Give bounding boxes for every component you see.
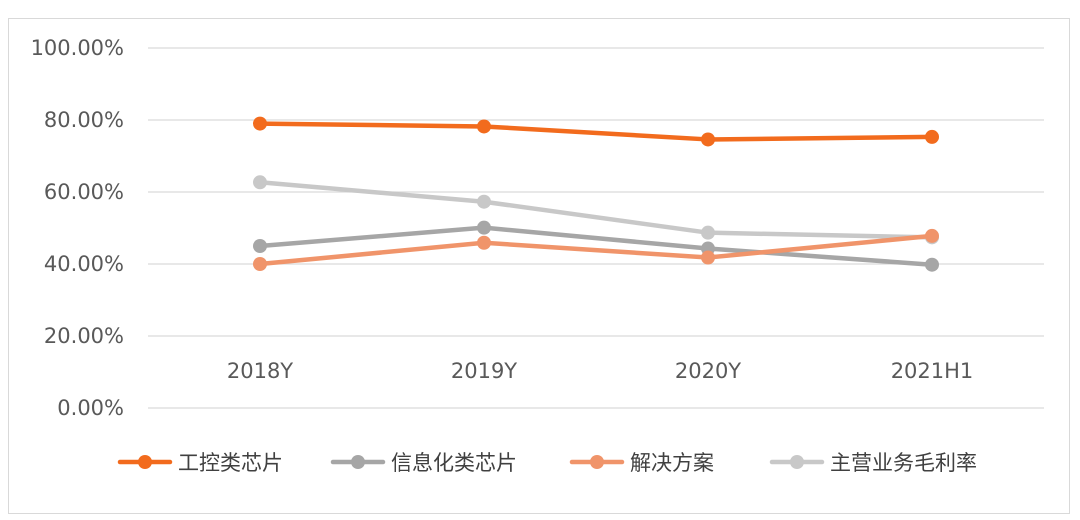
data-point (701, 225, 715, 240)
series-1 (253, 116, 939, 147)
y-axis-ticks: 0.00% 20.00% 40.00% 60.00% 80.00% 100.00% (31, 36, 124, 420)
data-point (477, 235, 491, 250)
x-tick-label: 2019Y (451, 359, 517, 383)
legend-label: 工控类芯片 (178, 451, 283, 475)
series-lines (253, 116, 939, 272)
legend-label: 解决方案 (630, 451, 714, 475)
data-point (477, 220, 491, 235)
legend-label: 信息化类芯片 (391, 451, 517, 475)
series-3 (253, 228, 939, 271)
x-axis-ticks: 2018Y 2019Y 2020Y 2021H1 (227, 359, 973, 383)
data-point (701, 132, 715, 147)
gridlines (148, 47, 1044, 409)
data-point (925, 129, 939, 144)
series-line (257, 225, 935, 267)
legend: 工控类芯片 信息化类芯片 解决方案 主营业务毛利率 (117, 451, 977, 475)
x-tick-label: 2021H1 (891, 359, 974, 383)
data-point (253, 116, 267, 131)
y-tick-label: 60.00% (44, 180, 124, 204)
data-point (253, 175, 267, 190)
legend-item: 信息化类芯片 (330, 451, 517, 475)
legend-swatch-marker (351, 455, 365, 469)
y-tick-label: 0.00% (57, 396, 124, 420)
legend-swatch-marker (590, 455, 604, 469)
data-point (477, 119, 491, 134)
y-tick-label: 80.00% (44, 108, 124, 132)
series-4 (253, 175, 939, 245)
legend-item: 工控类芯片 (117, 451, 283, 475)
legend-swatch-marker (138, 455, 152, 469)
y-tick-label: 40.00% (44, 252, 124, 276)
series-line (257, 121, 935, 142)
y-tick-label: 100.00% (31, 36, 124, 60)
x-tick-label: 2018Y (227, 359, 293, 383)
chart-frame (8, 18, 1070, 514)
data-point (701, 250, 715, 265)
legend-swatch-marker (790, 455, 804, 469)
data-point (253, 257, 267, 271)
legend-item: 解决方案 (569, 451, 714, 475)
legend-item: 主营业务毛利率 (769, 451, 977, 475)
series-line (257, 233, 935, 267)
data-point (253, 239, 267, 253)
x-tick-label: 2020Y (675, 359, 741, 383)
y-tick-label: 20.00% (44, 324, 124, 348)
data-point (477, 194, 491, 209)
data-point (925, 228, 939, 243)
legend-label: 主营业务毛利率 (830, 451, 977, 475)
data-point (925, 257, 939, 272)
series-line (257, 180, 935, 240)
